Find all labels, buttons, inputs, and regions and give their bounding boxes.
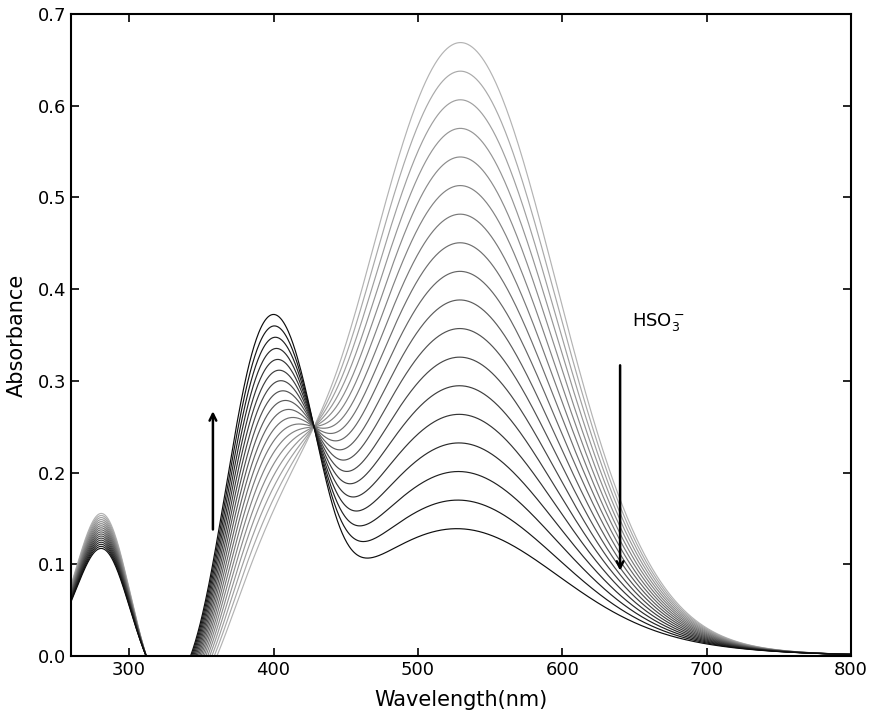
Text: HSO$_3^-$: HSO$_3^-$ — [632, 311, 684, 333]
X-axis label: Wavelength(nm): Wavelength(nm) — [374, 690, 548, 710]
Y-axis label: Absorbance: Absorbance — [7, 273, 27, 397]
